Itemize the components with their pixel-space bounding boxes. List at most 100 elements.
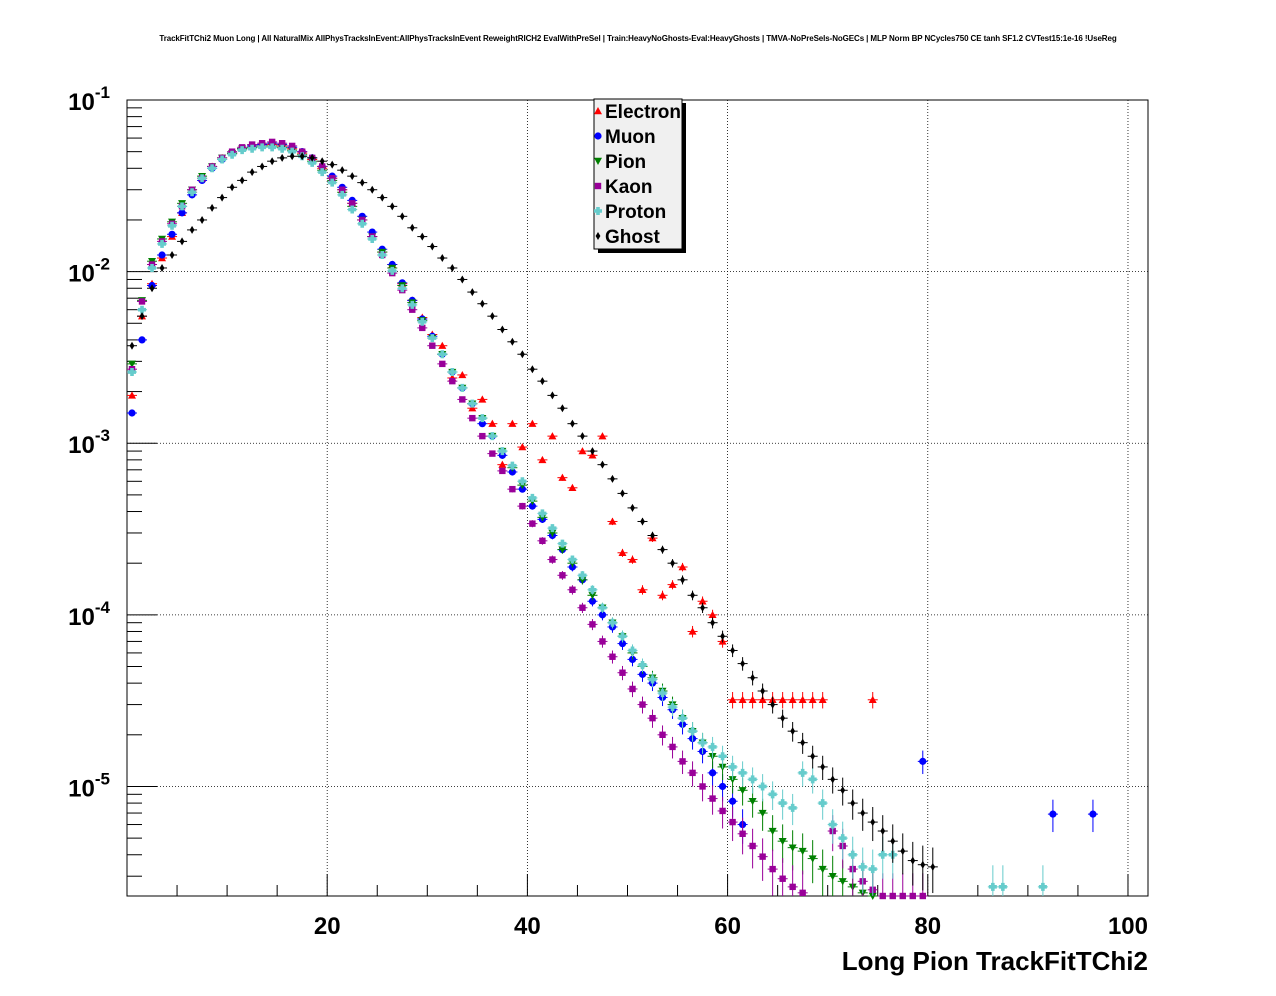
data-point [128, 368, 137, 377]
data-point [568, 555, 577, 564]
data-point [748, 695, 757, 703]
data-point [399, 212, 405, 221]
data-point [640, 517, 645, 526]
data-point [588, 592, 597, 600]
data-point [618, 639, 627, 648]
data-point [548, 432, 557, 440]
data-point [138, 336, 146, 344]
data-point [1038, 882, 1047, 891]
data-point [248, 144, 257, 153]
data-point [598, 432, 607, 440]
data-point [508, 468, 516, 476]
data-point [319, 157, 325, 166]
data-point [469, 288, 475, 297]
data-point [349, 200, 356, 207]
data-point [890, 837, 896, 846]
data-point [458, 383, 467, 392]
data-point [328, 178, 337, 187]
data-point [868, 892, 877, 900]
data-point [868, 695, 877, 703]
data-point [349, 172, 355, 181]
data-point [820, 762, 826, 771]
data-point [580, 432, 585, 441]
data-layer [127, 138, 1098, 900]
data-point [889, 892, 896, 900]
data-point [179, 237, 185, 246]
data-point [759, 853, 766, 860]
legend-marker-electron [594, 107, 602, 115]
data-point [718, 782, 727, 791]
data-point [540, 377, 545, 386]
data-point [438, 341, 447, 349]
data-point [878, 850, 887, 859]
data-point [499, 467, 506, 475]
data-point [789, 883, 796, 891]
data-point [529, 365, 535, 374]
data-point [760, 686, 766, 695]
data-point [528, 419, 537, 427]
data-point [558, 473, 567, 481]
data-point [628, 555, 637, 563]
data-point [258, 143, 267, 152]
data-point [279, 153, 285, 162]
data-point [700, 603, 705, 612]
data-point [750, 673, 756, 682]
data-point [608, 517, 617, 525]
data-point [578, 571, 587, 580]
data-point [468, 404, 477, 412]
data-point [728, 762, 737, 771]
data-point [529, 520, 536, 527]
data-point [188, 188, 197, 197]
data-point [138, 298, 146, 305]
data-point [658, 689, 667, 698]
data-point [578, 576, 587, 584]
data-point [780, 714, 786, 723]
data-point [830, 775, 836, 784]
data-point [449, 263, 455, 272]
data-point [578, 447, 587, 455]
legend-marker-kaon [594, 182, 602, 190]
data-point [738, 787, 747, 795]
data-point [708, 742, 717, 751]
y-tick-label: 10-2 [68, 255, 110, 288]
y-tick-label: 10-5 [68, 769, 110, 802]
data-point [528, 493, 537, 502]
data-point [850, 799, 856, 808]
data-point [919, 892, 926, 900]
data-point [129, 341, 135, 350]
data-point [429, 342, 436, 349]
data-point [708, 769, 717, 777]
data-point [798, 847, 807, 856]
data-point [919, 757, 927, 765]
data-point [758, 695, 767, 703]
data-point [620, 489, 625, 498]
data-point [598, 603, 607, 612]
data-point [409, 306, 416, 313]
data-point [768, 827, 777, 836]
data-point [679, 758, 686, 765]
data-point [259, 162, 265, 171]
data-point [408, 300, 417, 309]
data-point [368, 234, 377, 243]
legend-label-proton: Proton [605, 202, 666, 223]
data-point [579, 604, 586, 611]
data-point [318, 163, 326, 170]
data-point [318, 168, 327, 177]
data-point [428, 334, 437, 343]
data-point [909, 892, 916, 900]
data-point [509, 485, 516, 493]
legend-label-electron: Electron [605, 102, 681, 123]
data-point [818, 799, 827, 808]
x-tick-label: 60 [714, 913, 741, 940]
data-point [609, 653, 616, 660]
data-point [558, 539, 567, 548]
legend-marker-ghost [595, 232, 601, 240]
data-point [418, 317, 427, 326]
data-point [379, 193, 385, 202]
x-axis-title: Long Pion TrackFitTChi2 [842, 946, 1148, 976]
data-point [389, 202, 395, 211]
data-point [748, 798, 757, 806]
data-point [288, 147, 297, 156]
data-point [238, 146, 247, 155]
